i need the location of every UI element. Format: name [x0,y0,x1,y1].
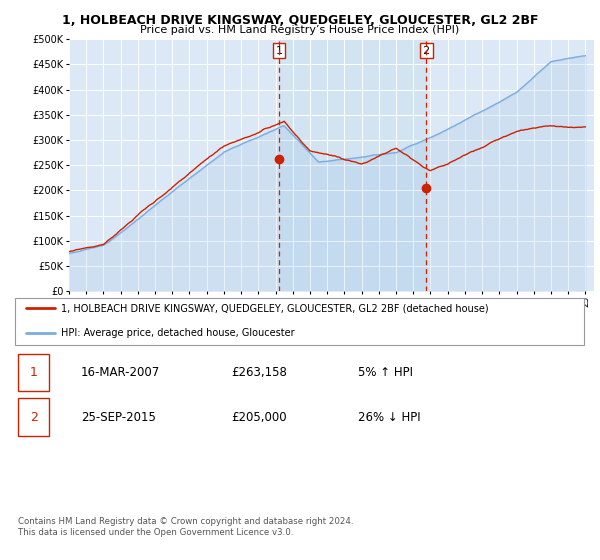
FancyBboxPatch shape [15,298,584,344]
Text: 1, HOLBEACH DRIVE KINGSWAY, QUEDGELEY, GLOUCESTER, GL2 2BF: 1, HOLBEACH DRIVE KINGSWAY, QUEDGELEY, G… [62,14,538,27]
Text: Price paid vs. HM Land Registry’s House Price Index (HPI): Price paid vs. HM Land Registry’s House … [140,25,460,35]
Text: 2: 2 [29,410,38,424]
Text: 1: 1 [29,366,38,379]
Bar [279,39,426,291]
FancyBboxPatch shape [18,398,49,436]
FancyBboxPatch shape [18,353,49,391]
Text: HPI: Average price, detached house, Gloucester: HPI: Average price, detached house, Glou… [61,328,295,338]
Text: 2: 2 [422,45,430,55]
Text: 25-SEP-2015: 25-SEP-2015 [81,410,156,424]
Text: 26% ↓ HPI: 26% ↓ HPI [358,410,420,424]
Text: 1, HOLBEACH DRIVE KINGSWAY, QUEDGELEY, GLOUCESTER, GL2 2BF (detached house): 1, HOLBEACH DRIVE KINGSWAY, QUEDGELEY, G… [61,304,488,314]
Text: £263,158: £263,158 [231,366,287,379]
Text: 16-MAR-2007: 16-MAR-2007 [81,366,160,379]
Text: £205,000: £205,000 [231,410,287,424]
Text: 5% ↑ HPI: 5% ↑ HPI [358,366,413,379]
Text: 1: 1 [275,45,283,55]
Text: Contains HM Land Registry data © Crown copyright and database right 2024.
This d: Contains HM Land Registry data © Crown c… [18,517,353,536]
